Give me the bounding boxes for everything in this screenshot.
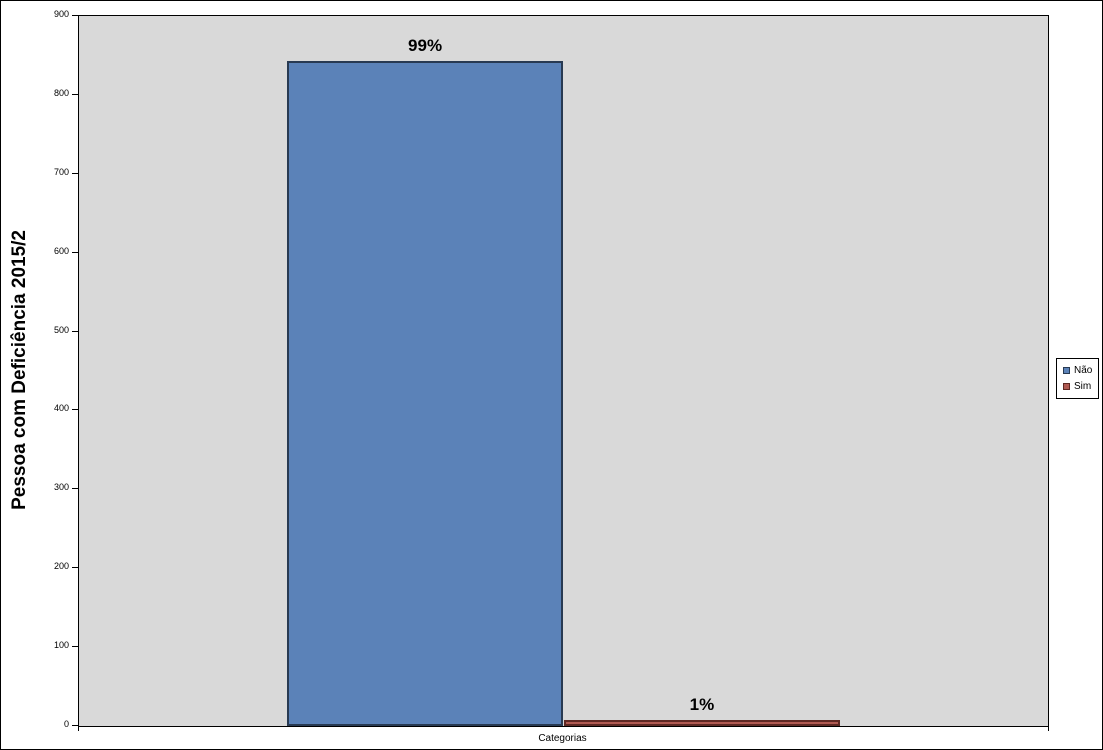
y-tick-label: 900 <box>53 9 69 19</box>
bar-sim <box>563 720 841 726</box>
x-tick-mark <box>78 726 79 731</box>
y-tick-label: 800 <box>53 87 69 98</box>
y-tick-mark <box>72 567 78 569</box>
y-tick-mark <box>72 172 78 174</box>
y-tick-label: 200 <box>53 561 69 572</box>
y-tick-label: 0 <box>63 719 69 729</box>
y-axis-title: Pessoa com Deficiência 2015/2 <box>3 15 37 725</box>
data-label-nao: 99% <box>408 36 443 55</box>
y-tick-mark <box>72 409 78 411</box>
legend-item-sim: Sim <box>1063 381 1092 392</box>
y-tick-mark <box>72 15 78 16</box>
legend: Não Sim <box>1056 358 1100 399</box>
y-tick-label: 100 <box>53 640 69 651</box>
y-tick-label: 400 <box>53 403 69 414</box>
y-tick-label: 700 <box>53 166 69 177</box>
y-tick-mark <box>72 725 78 726</box>
y-tick-label: 300 <box>53 482 69 493</box>
y-tick-mark <box>72 251 78 253</box>
legend-swatch-sim <box>1063 383 1070 390</box>
y-tick-mark <box>72 488 78 490</box>
y-tick-mark <box>72 330 78 332</box>
plot-area: 99% 1% <box>78 15 1049 727</box>
legend-label-nao: Não <box>1074 365 1093 376</box>
y-tick-mark <box>72 646 78 648</box>
legend-label-sim: Sim <box>1074 381 1092 392</box>
y-tick-mark <box>72 93 78 95</box>
y-axis-title-text: Pessoa com Deficiência 2015/2 <box>9 230 30 510</box>
x-tick-mark <box>1048 726 1049 731</box>
x-axis-label: Categorias <box>538 733 587 744</box>
y-tick-label: 500 <box>53 324 69 335</box>
bar-nao <box>286 61 564 726</box>
legend-swatch-nao <box>1063 367 1070 374</box>
legend-item-nao: Não <box>1063 365 1092 376</box>
y-tick-label: 600 <box>53 245 69 256</box>
data-label-sim: 1% <box>689 695 715 714</box>
